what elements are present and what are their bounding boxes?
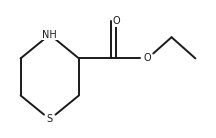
Text: O: O	[112, 16, 120, 26]
Text: S: S	[47, 114, 53, 124]
Text: NH: NH	[42, 30, 57, 40]
Text: O: O	[144, 53, 152, 63]
